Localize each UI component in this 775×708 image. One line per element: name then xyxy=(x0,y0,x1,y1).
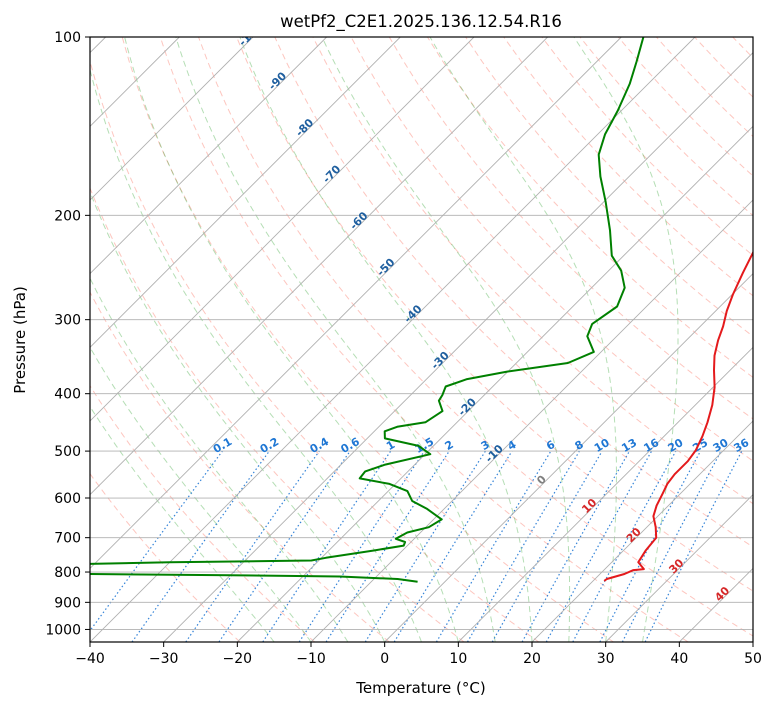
dry-adiabat xyxy=(90,384,316,642)
chart-title: wetPf2_C2E1.2025.136.12.54.R16 xyxy=(280,12,562,32)
mixing-ratio-line xyxy=(262,450,392,642)
isotherm-line xyxy=(90,37,401,348)
x-tick-label: −10 xyxy=(296,651,326,667)
x-tick-label: −30 xyxy=(149,651,179,667)
x-tick-label: −40 xyxy=(75,651,105,667)
dry-adiabat xyxy=(350,37,753,462)
grid-lines xyxy=(90,37,753,642)
dry-adiabat xyxy=(426,37,753,378)
isotherm-line xyxy=(90,37,254,201)
dry-adiabat xyxy=(90,59,540,642)
mixing-ratio-line xyxy=(545,450,653,642)
mixing-ratio-line xyxy=(185,450,320,642)
y-tick-label: 700 xyxy=(54,531,81,547)
isotherm-line xyxy=(90,37,622,569)
moist-adiabat xyxy=(175,37,496,642)
dry-adiabat xyxy=(90,291,390,642)
dry-adiabat xyxy=(159,37,689,642)
mixing-ratio-line xyxy=(218,450,351,642)
y-tick-label: 400 xyxy=(54,387,81,403)
y-tick-label: 500 xyxy=(54,444,81,460)
moist-adiabat xyxy=(321,37,571,642)
y-tick-label: 1000 xyxy=(45,622,81,638)
isotherm-line xyxy=(90,37,696,642)
dry-adiabat xyxy=(771,37,775,642)
dry-adiabat xyxy=(121,37,614,642)
isotherm-line xyxy=(310,199,753,642)
isotherm-line xyxy=(458,346,753,642)
plot-background xyxy=(90,37,753,642)
isotherm-line xyxy=(384,273,753,642)
y-tick-label: 200 xyxy=(54,208,81,224)
x-tick-label: 30 xyxy=(597,651,615,667)
moist-adiabat xyxy=(239,37,533,642)
dry-adiabat xyxy=(90,472,241,642)
dry-adiabat xyxy=(503,37,753,297)
dry-adiabat xyxy=(388,37,753,420)
mixing-ratio-line xyxy=(521,450,631,642)
moist-adiabat xyxy=(90,190,386,642)
mixing-ratio-line xyxy=(393,450,513,642)
dry-adiabat xyxy=(90,186,465,642)
dry-adiabat xyxy=(312,37,753,505)
y-axis-label: Pressure (hPa) xyxy=(11,286,29,394)
y-tick-label: 600 xyxy=(54,491,81,507)
isotherm-line xyxy=(752,641,753,642)
moist-adiabat xyxy=(573,37,679,642)
x-tick-label: 20 xyxy=(523,651,541,667)
mixing-ratio-line xyxy=(298,450,425,642)
moist-adiabat xyxy=(90,277,349,642)
isotherm-line xyxy=(237,125,753,642)
y-tick-label: 100 xyxy=(54,30,81,46)
x-tick-label: 10 xyxy=(449,651,467,667)
isotherm-line xyxy=(605,494,753,642)
isotherm-line xyxy=(90,37,327,275)
isotherm-line xyxy=(90,37,475,422)
axes: −40 −30 −20 −10 0 10 20 30 40 50 1000 900 800 700 600 5… xyxy=(45,30,762,667)
plot-frame xyxy=(89,36,754,643)
y-tick-label: 800 xyxy=(54,565,81,581)
mixing-ratio-line xyxy=(644,450,743,642)
isotherm-label: -100 xyxy=(236,20,265,49)
x-tick-label: −20 xyxy=(223,651,253,667)
x-tick-label: 50 xyxy=(744,651,762,667)
y-tick-label: 300 xyxy=(54,313,81,329)
moist-adiabat xyxy=(429,37,617,642)
isotherm-line xyxy=(90,37,548,496)
moist-adiabat xyxy=(124,37,459,642)
y-tick-label: 900 xyxy=(54,595,81,611)
profile-lines xyxy=(90,37,753,583)
x-tick-label: 0 xyxy=(380,651,389,667)
mixing-ratio-line xyxy=(572,450,677,642)
temperature-line xyxy=(603,250,753,582)
isotherm-line xyxy=(531,420,753,642)
x-axis-label: Temperature (°C) xyxy=(355,679,485,697)
mixing-ratio-line xyxy=(131,450,270,642)
mixing-ratio-line xyxy=(325,450,450,642)
moist-adiabat xyxy=(90,67,422,642)
isotherm-line xyxy=(163,52,753,642)
x-tick-label: 40 xyxy=(670,651,688,667)
dry-adiabat xyxy=(236,37,753,592)
dry-adiabat xyxy=(465,37,753,338)
dewpoint-line xyxy=(90,37,645,583)
